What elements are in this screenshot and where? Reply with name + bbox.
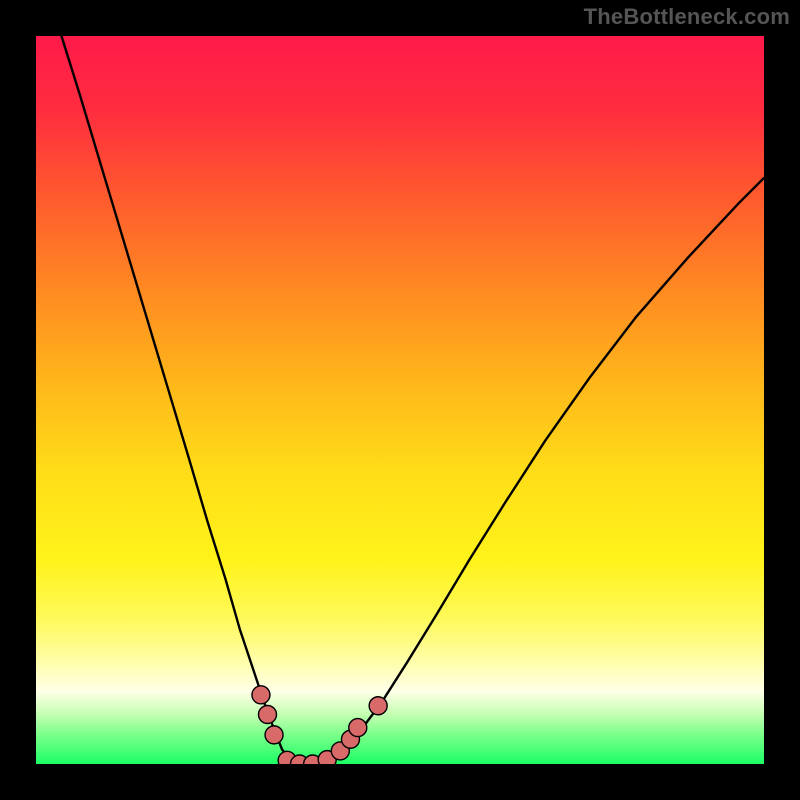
plot-background <box>36 36 764 764</box>
curve-marker <box>349 719 367 737</box>
curve-marker <box>259 706 277 724</box>
curve-marker <box>252 686 270 704</box>
watermark-text: TheBottleneck.com <box>584 4 790 30</box>
chart-stage: TheBottleneck.com <box>0 0 800 800</box>
curve-marker <box>265 726 283 744</box>
bottleneck-chart <box>0 0 800 800</box>
curve-marker <box>369 697 387 715</box>
